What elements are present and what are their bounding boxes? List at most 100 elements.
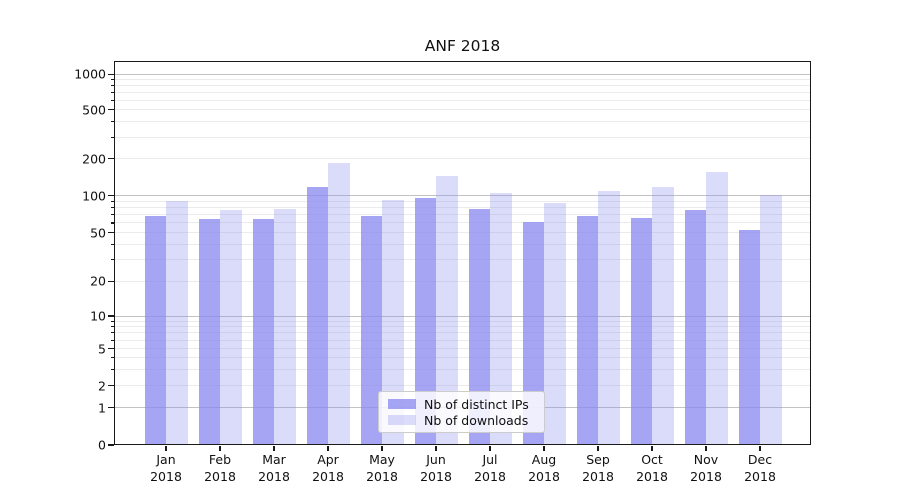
legend-swatch-distinct-ips <box>388 399 416 409</box>
bar-downloads <box>436 175 458 445</box>
gridline-minor <box>114 109 811 111</box>
x-tick-year: 2018 <box>312 468 344 484</box>
x-tick-month: Dec <box>747 452 773 467</box>
legend-swatch-downloads <box>388 415 416 425</box>
bar-distinct-ips <box>414 197 436 445</box>
chart-title: ANF 2018 <box>424 37 501 55</box>
gridline-minor <box>114 348 811 350</box>
bar-distinct-ips <box>252 218 274 445</box>
x-tick-label: Nov 2018 <box>678 452 734 486</box>
x-tick-year: 2018 <box>744 468 776 484</box>
y-tick-mark <box>108 384 114 387</box>
legend: Nb of distinct IPs Nb of downloads <box>378 391 545 433</box>
x-tick-label: Dec 2018 <box>732 452 788 486</box>
y-minor-tick-mark <box>111 121 114 123</box>
x-tick-label: Sep 2018 <box>570 452 626 486</box>
x-tick-mark <box>273 446 275 451</box>
y-minor-tick-mark <box>111 259 114 261</box>
gridline-minor <box>114 207 811 209</box>
x-tick-label: Jul 2018 <box>462 452 518 486</box>
legend-label-downloads: Nb of downloads <box>424 412 529 428</box>
bar-distinct-ips <box>630 217 652 445</box>
gridline-minor <box>114 79 811 81</box>
x-tick-month: Mar <box>262 452 286 467</box>
x-tick-year: 2018 <box>366 468 398 484</box>
gridline-minor <box>114 136 811 138</box>
y-minor-tick-mark <box>111 332 114 334</box>
y-minor-tick-mark <box>111 99 114 102</box>
gridline-minor <box>114 332 811 334</box>
y-tick-label: 50 <box>90 225 106 241</box>
x-tick-month: Jul <box>482 452 498 467</box>
x-tick-year: 2018 <box>204 468 236 484</box>
bar-distinct-ips <box>306 186 328 445</box>
y-minor-tick-mark <box>111 85 114 87</box>
y-tick-mark <box>108 73 114 75</box>
gridline-minor <box>114 357 811 359</box>
y-minor-tick-mark <box>111 207 114 209</box>
x-tick-mark <box>705 446 707 451</box>
x-tick-year: 2018 <box>528 468 560 484</box>
bar-downloads <box>382 199 404 445</box>
y-minor-tick-mark <box>111 79 114 81</box>
x-tick-label: Apr 2018 <box>300 452 356 486</box>
bar-distinct-ips <box>576 215 598 445</box>
x-tick-label: Feb 2018 <box>192 452 248 486</box>
bar-distinct-ips <box>360 216 382 445</box>
gridline-major <box>114 315 811 317</box>
gridline-minor <box>114 214 811 216</box>
y-tick-label: 10 <box>90 308 106 324</box>
y-minor-tick-mark <box>111 320 114 322</box>
gridline-minor <box>114 232 811 234</box>
x-tick-year: 2018 <box>582 468 614 484</box>
gridline-minor <box>114 339 811 341</box>
x-tick-month: Aug <box>531 452 557 467</box>
y-tick-label: 200 <box>82 151 106 167</box>
bar-downloads <box>760 194 782 445</box>
x-tick-month: May <box>369 452 395 467</box>
y-minor-tick-mark <box>111 326 114 328</box>
x-tick-year: 2018 <box>690 468 722 484</box>
bar-distinct-ips <box>738 229 760 445</box>
y-tick-label: 500 <box>82 102 106 118</box>
bar-downloads <box>598 191 620 445</box>
bar-distinct-ips <box>144 216 166 445</box>
gridline-minor <box>114 200 811 202</box>
x-tick-mark <box>219 446 221 451</box>
y-tick-label: 100 <box>82 188 106 204</box>
x-tick-month: Apr <box>317 452 339 467</box>
legend-item-distinct-ips: Nb of distinct IPs <box>388 396 536 412</box>
bar-downloads <box>166 200 188 445</box>
gridline-major <box>114 195 811 197</box>
gridline-minor <box>114 320 811 322</box>
gridline-minor <box>114 280 811 282</box>
x-tick-mark <box>435 446 437 451</box>
y-minor-tick-mark <box>111 214 114 216</box>
x-tick-month: Jan <box>156 452 176 467</box>
bar-downloads <box>328 162 350 445</box>
x-tick-label: Oct 2018 <box>624 452 680 486</box>
bar-downloads <box>490 193 512 445</box>
legend-item-downloads: Nb of downloads <box>388 412 536 428</box>
gridline-minor <box>114 368 811 370</box>
y-tick-mark <box>108 444 114 446</box>
bar-downloads <box>220 210 242 445</box>
x-tick-mark <box>597 446 599 451</box>
x-tick-year: 2018 <box>474 468 506 484</box>
gridline-minor <box>114 99 811 101</box>
y-tick-label: 2 <box>98 378 106 394</box>
bar-downloads <box>274 208 296 445</box>
gridline-minor <box>114 243 811 245</box>
y-tick-label: 0 <box>98 437 106 453</box>
y-tick-mark <box>108 232 114 234</box>
bar-downloads <box>652 187 674 445</box>
x-tick-label: Aug 2018 <box>516 452 572 486</box>
y-tick-mark <box>108 315 114 317</box>
y-minor-tick-mark <box>111 357 114 359</box>
x-tick-mark <box>165 446 167 451</box>
y-tick-mark <box>108 195 114 197</box>
gridline-minor <box>114 121 811 123</box>
x-tick-label: Jan 2018 <box>138 452 194 486</box>
gridline-minor <box>114 92 811 94</box>
